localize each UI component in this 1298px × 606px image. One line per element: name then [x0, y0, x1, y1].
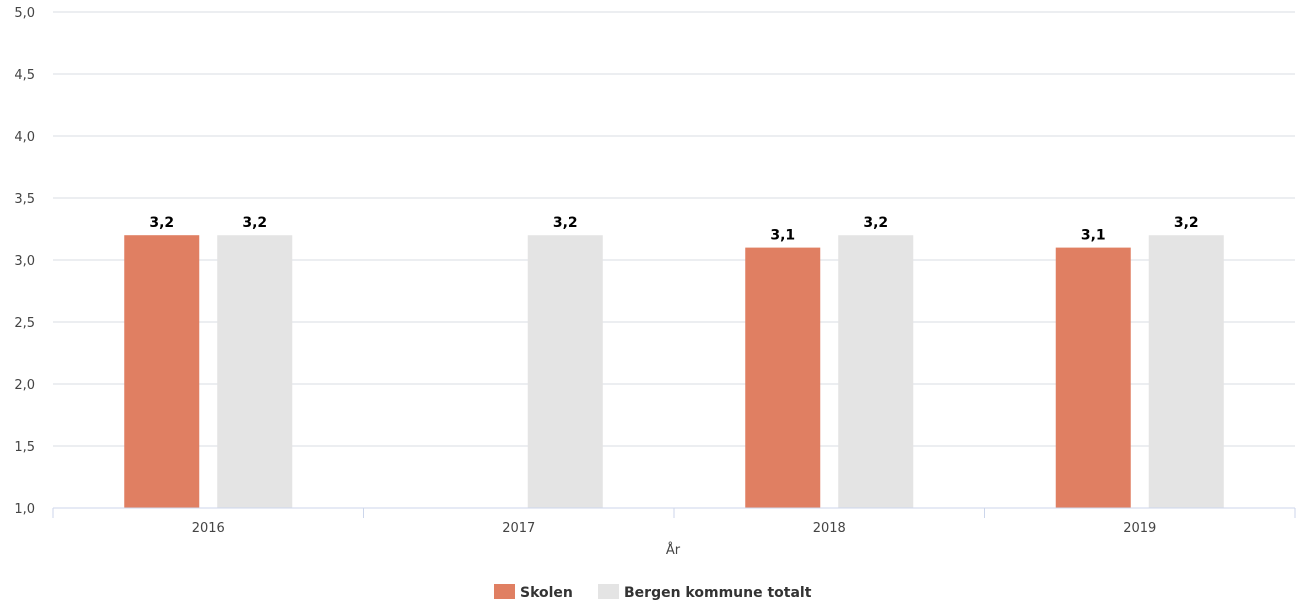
x-axis-title: År: [666, 542, 681, 558]
x-tick-label: 2016: [192, 521, 225, 536]
y-tick-label: 4,5: [14, 68, 35, 83]
data-label: 3,1: [770, 228, 795, 244]
legend-label-skolen: Skolen: [520, 585, 573, 601]
y-tick-label: 1,5: [14, 440, 35, 455]
bar-skolen-2019: [1055, 247, 1131, 508]
data-label: 3,2: [149, 215, 174, 231]
x-tick-label: 2017: [502, 521, 535, 536]
x-tick-label: 2019: [1123, 521, 1156, 536]
bars: [124, 235, 1224, 508]
x-tick-label: 2018: [813, 521, 846, 536]
bar-bergen-kommune-totalt-2018: [838, 235, 914, 508]
data-label: 3,2: [863, 215, 888, 231]
y-tick-label: 3,0: [14, 254, 35, 269]
legend: Skolen Bergen kommune totalt: [494, 584, 812, 601]
data-label: 3,2: [1174, 215, 1199, 231]
legend-label-bergen-kommune-totalt: Bergen kommune totalt: [624, 585, 812, 601]
bar-skolen-2016: [124, 235, 200, 508]
data-label: 3,1: [1081, 228, 1106, 244]
bar-bergen-kommune-totalt-2017: [527, 235, 603, 508]
bar-bergen-kommune-totalt-2016: [217, 235, 293, 508]
y-tick-label: 4,0: [14, 130, 35, 145]
bar-bergen-kommune-totalt-2019: [1148, 235, 1224, 508]
data-label: 3,2: [242, 215, 267, 231]
y-axis-ticks: 1,0 1,5 2,0 2,5 3,0 3,5 4,0 4,5 5,0: [14, 6, 35, 517]
data-label: 3,2: [553, 215, 578, 231]
y-tick-label: 5,0: [14, 6, 35, 21]
x-axis: 2016 2017 2018 2019: [52, 507, 1296, 536]
y-tick-label: 1,0: [14, 502, 35, 517]
y-tick-label: 2,5: [14, 316, 35, 331]
y-tick-label: 3,5: [14, 192, 35, 207]
y-tick-label: 2,0: [14, 378, 35, 393]
legend-swatch-bergen-kommune-totalt: [598, 584, 619, 599]
data-labels: 3,2 3,1 3,1 3,2 3,2 3,2 3,2: [149, 215, 1198, 243]
bar-skolen-2018: [745, 247, 821, 508]
legend-swatch-skolen: [494, 584, 515, 599]
